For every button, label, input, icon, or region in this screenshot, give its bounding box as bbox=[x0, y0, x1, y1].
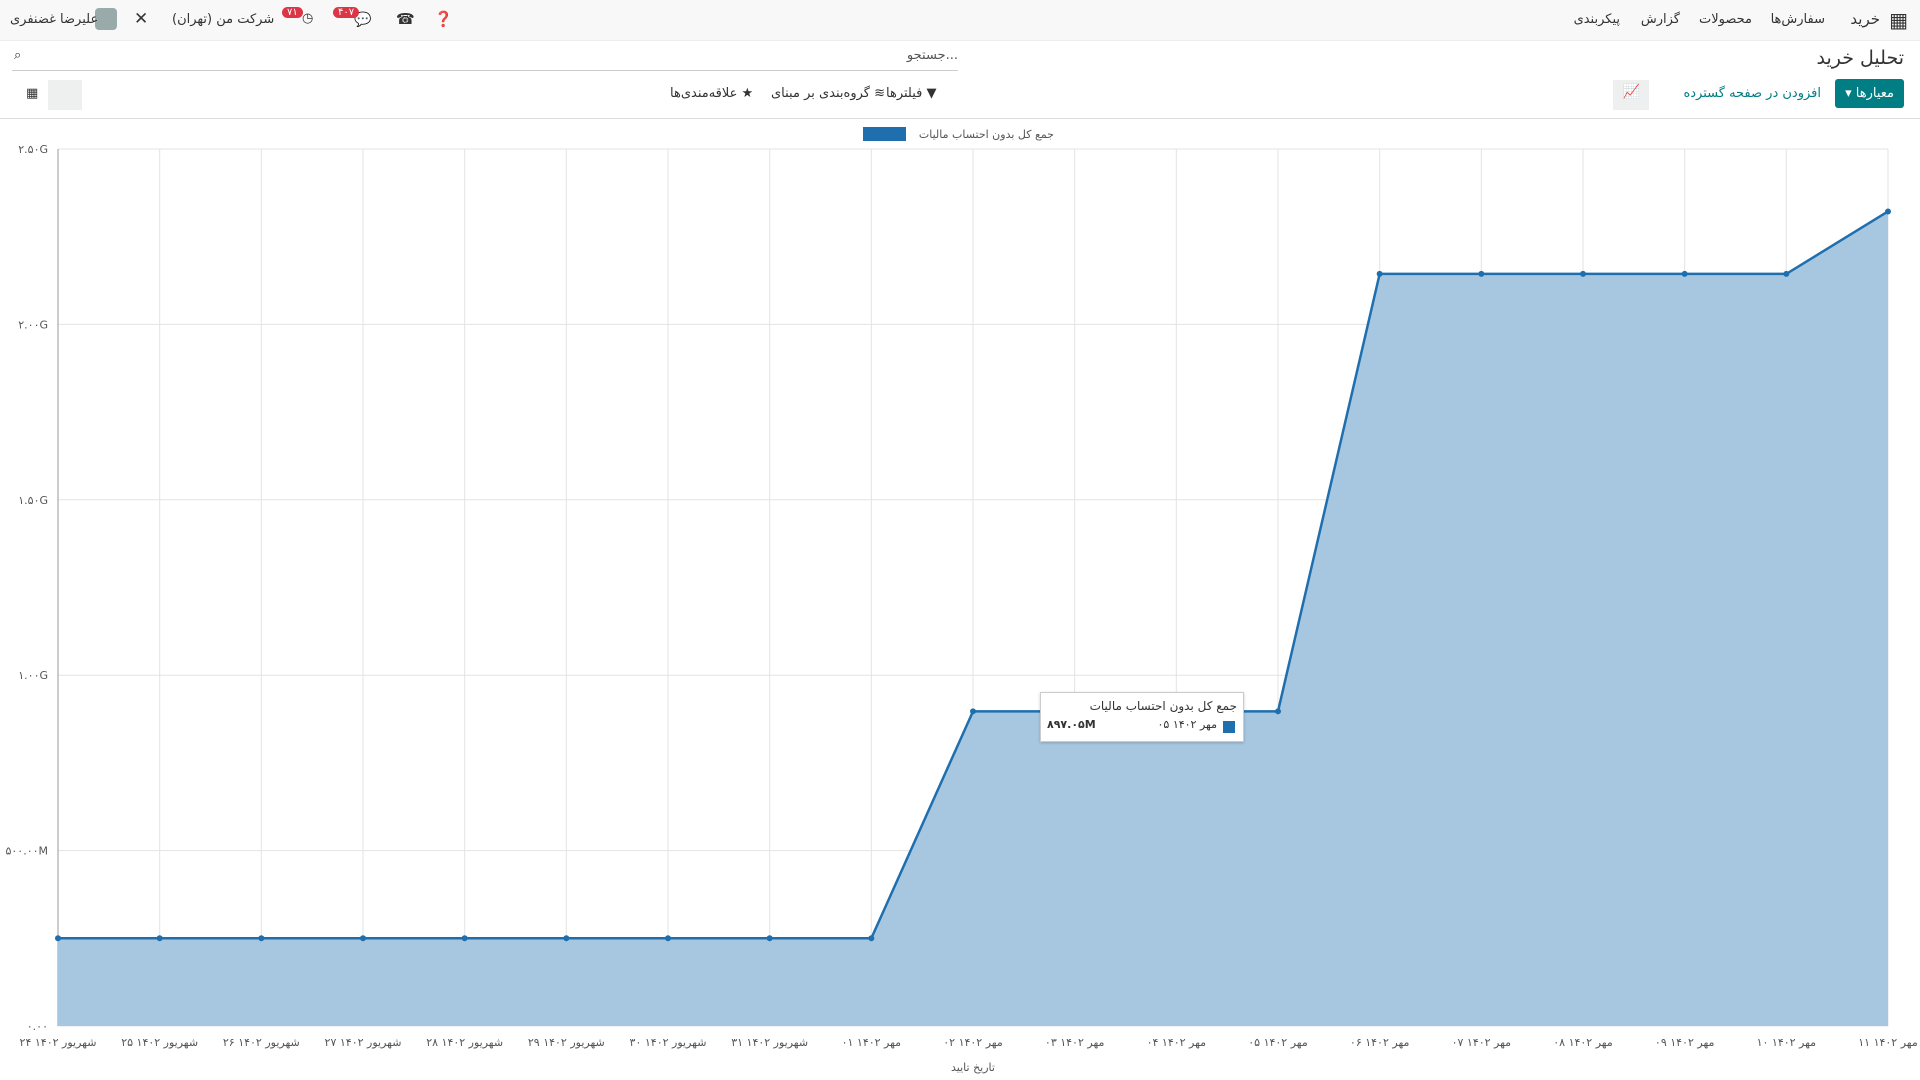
point bbox=[1580, 270, 1586, 277]
x-tick-label: ۲۴ شهریور ۱۴۰۲ bbox=[20, 1036, 97, 1049]
point bbox=[1376, 270, 1383, 277]
point bbox=[360, 935, 366, 942]
icon: 📈 bbox=[1622, 84, 1640, 100]
graph-view-button[interactable] bbox=[48, 80, 82, 110]
favorites-label: علاقه‌مندی‌ها bbox=[670, 86, 738, 101]
point bbox=[55, 935, 61, 942]
point bbox=[258, 935, 265, 942]
filters-label: فیلترها bbox=[886, 86, 923, 101]
x-tick-label: ۲۵ شهریور ۱۴۰۲ bbox=[121, 1036, 198, 1049]
x-tick-label: ۲۸ شهریور ۱۴۰۲ bbox=[426, 1036, 503, 1049]
y-tick-label: ۵۰۰.۰۰M bbox=[5, 845, 48, 858]
menu-item[interactable]: پیکربندی bbox=[1573, 12, 1620, 27]
phone-icon[interactable]: ☎ bbox=[396, 10, 415, 28]
page-title: تحلیل خرید bbox=[1816, 47, 1905, 69]
x-tick-label: ۲۹ شهریور ۱۴۰۲ bbox=[528, 1036, 605, 1049]
x-tick-label: ۲۷ شهریور ۱۴۰۲ bbox=[325, 1036, 402, 1049]
point bbox=[1478, 270, 1485, 277]
company[interactable]: شرکت من (تهران) bbox=[172, 12, 275, 27]
x-tick-label: ۰۱ مهر ۱۴۰۲ bbox=[842, 1036, 902, 1049]
help-icon[interactable]: ❓ bbox=[434, 10, 453, 28]
search-icon: ⌕ bbox=[14, 48, 22, 63]
tooltip-title: جمع کل بدون احتساب مالیات bbox=[1089, 699, 1237, 713]
spreadsheet-button[interactable]: افزودن در صفحه گسترده bbox=[1683, 86, 1821, 101]
legend-swatch bbox=[863, 127, 906, 141]
point bbox=[970, 708, 976, 715]
x-tick-label: ۰۵ مهر ۱۴۰۲ bbox=[1248, 1036, 1308, 1049]
menu-item[interactable]: سفارش‌ها bbox=[1770, 12, 1825, 27]
navbar: ▦ خرید سفارش‌ها محصولات گزارش پیکربندی ❓… bbox=[0, 0, 1920, 41]
app-name[interactable]: خرید bbox=[1850, 10, 1880, 28]
point bbox=[156, 935, 163, 942]
search-placeholder: جستجو... bbox=[906, 48, 958, 63]
user-name[interactable]: علیرضا غضنفری bbox=[10, 12, 99, 27]
x-tick-label: ۲۶ شهریور ۱۴۰۲ bbox=[223, 1036, 300, 1049]
area bbox=[58, 211, 1888, 1027]
x-tick-label: ۱۱ مهر ۱۴۰۲ bbox=[1858, 1036, 1918, 1049]
measures-button[interactable]: ▾ معیارها bbox=[1835, 79, 1904, 108]
y-tick-label: ۲.۰۰G bbox=[18, 318, 48, 331]
x-tick-label: ۰۲ مهر ۱۴۰۲ bbox=[943, 1036, 1003, 1049]
favorites-button[interactable]: علاقه‌مندی‌ها ★ bbox=[670, 86, 754, 101]
x-tick-label: ۰۸ مهر ۱۴۰۲ bbox=[1553, 1036, 1613, 1049]
point bbox=[563, 935, 570, 942]
divider bbox=[0, 118, 1920, 119]
tooltip: جمع کل بدون احتساب مالیات ۰۵ مهر ۱۴۰۲ ۸۹… bbox=[1040, 692, 1244, 742]
point bbox=[1885, 208, 1891, 215]
menu-item[interactable]: گزارش bbox=[1640, 12, 1680, 27]
y-tick-label: ۱.۰۰G bbox=[18, 669, 48, 682]
point bbox=[461, 935, 468, 942]
legend-label: جمع کل بدون احتساب مالیات bbox=[919, 128, 1054, 141]
chat-icon[interactable]: 💬 bbox=[354, 12, 372, 28]
x-tick-label: ۳۰ شهریور ۱۴۰۲ bbox=[630, 1036, 707, 1049]
point bbox=[868, 935, 875, 942]
measures-label: معیارها bbox=[1855, 86, 1894, 101]
x-tick-label: ۳۱ شهریور ۱۴۰۲ bbox=[731, 1036, 808, 1049]
x-tick-label: ۰۷ مهر ۱۴۰۲ bbox=[1452, 1036, 1512, 1049]
groupby-button[interactable]: گروه‌بندی بر مبنای ≋ bbox=[771, 86, 886, 101]
tooltip-value: ۸۹۷.۰۵M bbox=[1047, 718, 1096, 731]
x-tick-label: ۱۰ مهر ۱۴۰۲ bbox=[1757, 1036, 1817, 1049]
activities-badge: ۷۱ bbox=[282, 7, 303, 18]
line-chart-button[interactable] bbox=[1613, 80, 1649, 110]
x-tick-label: ۰۶ مهر ۱۴۰۲ bbox=[1350, 1036, 1410, 1049]
apps-icon[interactable]: ▦ bbox=[1889, 8, 1908, 32]
x-axis-label: تاریخ تایید bbox=[951, 1061, 995, 1074]
x-tick-label: ۰۹ مهر ۱۴۰۲ bbox=[1655, 1036, 1715, 1049]
debug-icon[interactable]: ✕ bbox=[134, 9, 149, 29]
point bbox=[1783, 270, 1790, 277]
search-box[interactable]: جستجو... ⌕ bbox=[12, 46, 958, 71]
point bbox=[766, 935, 773, 942]
menu-item[interactable]: محصولات bbox=[1699, 12, 1752, 27]
point bbox=[665, 935, 671, 942]
point bbox=[1275, 708, 1281, 715]
activity-icon[interactable]: ◷ bbox=[302, 11, 314, 26]
y-tick-label: ۱.۵۰G bbox=[18, 494, 48, 507]
x-tick-label: ۰۴ مهر ۱۴۰۲ bbox=[1147, 1036, 1207, 1049]
messages-badge: ۴۰۷ bbox=[333, 7, 360, 18]
groupby-label: گروه‌بندی بر مبنای bbox=[771, 86, 870, 101]
tooltip-category: ۰۵ مهر ۱۴۰۲ bbox=[1157, 718, 1218, 731]
point bbox=[1681, 270, 1688, 277]
x-tick-label: ۰۳ مهر ۱۴۰۲ bbox=[1045, 1036, 1105, 1049]
avatar[interactable] bbox=[95, 8, 117, 30]
y-tick-label: ۰.۰۰ bbox=[27, 1020, 48, 1033]
tooltip-swatch bbox=[1223, 721, 1235, 733]
filters-button[interactable]: فیلترها ▼ bbox=[886, 86, 937, 101]
y-tick-label: ۲.۵۰G bbox=[18, 143, 48, 156]
pivot-view-button[interactable]: ▦ bbox=[26, 86, 39, 101]
